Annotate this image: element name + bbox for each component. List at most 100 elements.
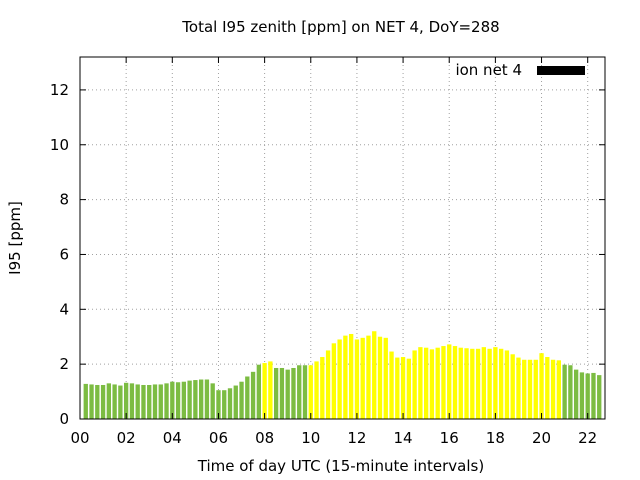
bar	[285, 369, 290, 419]
grid-lines	[80, 57, 605, 419]
bar	[366, 335, 371, 419]
bar	[198, 379, 204, 419]
bar	[129, 383, 135, 419]
bar	[498, 348, 504, 419]
bar	[343, 335, 348, 419]
x-tick-label: 10	[301, 429, 320, 447]
bar	[100, 384, 106, 419]
bar	[539, 353, 544, 419]
bar	[95, 384, 100, 419]
bar	[302, 365, 308, 419]
bar	[481, 347, 487, 419]
chart-title: Total I95 zenith [ppm] on NET 4, DoY=288	[181, 18, 499, 36]
bar	[585, 373, 590, 419]
x-tick-label: 20	[532, 429, 551, 447]
bar	[527, 359, 533, 419]
bar	[331, 343, 337, 419]
bar	[441, 346, 446, 419]
bar	[291, 367, 296, 419]
legend-label: ion net 4	[455, 61, 522, 79]
bar	[106, 383, 112, 419]
bar	[475, 348, 481, 419]
x-tick-labels: 00 02 04 06 08 10 12 14 16 18 20 22	[70, 429, 597, 447]
bar	[233, 385, 238, 419]
bar	[297, 365, 302, 419]
bar	[470, 348, 475, 419]
x-tick-label: 08	[255, 429, 274, 447]
bar	[550, 359, 556, 419]
bar	[556, 360, 562, 419]
bar	[348, 333, 354, 419]
y-tick-label: 8	[59, 191, 69, 209]
bar	[268, 361, 273, 419]
bar	[273, 367, 279, 419]
bar	[510, 354, 515, 419]
y-tick-label: 2	[59, 355, 69, 373]
bar	[447, 344, 452, 419]
bar	[412, 350, 417, 419]
x-tick-label: 18	[486, 429, 505, 447]
bar	[562, 364, 567, 419]
bar	[573, 369, 579, 419]
bar	[389, 351, 394, 419]
bar	[118, 385, 123, 419]
bar	[135, 384, 140, 419]
x-tick-label: 00	[70, 429, 89, 447]
bar	[383, 337, 388, 419]
y-tick-label: 10	[50, 136, 69, 154]
y-tick-label: 12	[50, 81, 69, 99]
bar	[141, 384, 146, 419]
x-tick-label: 06	[209, 429, 228, 447]
x-tick-label: 12	[347, 429, 366, 447]
x-tick-label: 14	[394, 429, 413, 447]
bar	[158, 384, 163, 419]
bar	[504, 350, 510, 419]
bar	[400, 357, 406, 419]
bar	[170, 381, 175, 419]
bar-series	[83, 331, 602, 419]
bar	[487, 348, 492, 419]
bar	[597, 375, 602, 419]
bar	[493, 347, 498, 419]
bar	[112, 384, 117, 419]
bar	[123, 382, 129, 419]
bar	[423, 347, 429, 419]
bar	[175, 382, 181, 419]
bar	[579, 372, 585, 419]
legend: ion net 4	[455, 61, 585, 79]
bar	[435, 347, 440, 419]
bar	[256, 364, 262, 419]
bar	[239, 381, 244, 419]
bar	[464, 348, 469, 419]
bar	[210, 383, 215, 419]
x-axis-label: Time of day UTC (15-minute intervals)	[197, 457, 484, 475]
bar	[181, 381, 187, 419]
x-tick-label: 02	[117, 429, 136, 447]
bar	[452, 346, 458, 419]
bar	[89, 384, 94, 419]
bar	[360, 337, 365, 419]
bar	[516, 357, 521, 419]
bar	[568, 365, 573, 419]
bar	[337, 339, 342, 419]
bar	[354, 339, 360, 419]
bar	[262, 363, 267, 419]
x-tick-label: 16	[440, 429, 459, 447]
bar	[227, 388, 233, 419]
bar	[591, 372, 596, 419]
bar	[308, 365, 313, 419]
bar	[193, 380, 198, 419]
bar	[216, 390, 221, 419]
y-tick-labels: 0 2 4 6 8 10 12	[50, 81, 69, 428]
bar	[314, 361, 319, 419]
bar	[377, 336, 383, 419]
y-tick-label: 6	[59, 245, 69, 263]
y-axis-label: I95 [ppm]	[6, 201, 24, 275]
bar	[429, 349, 435, 419]
bar	[372, 331, 377, 419]
bar	[533, 359, 538, 419]
legend-swatch	[537, 66, 585, 75]
bar	[325, 350, 331, 419]
bar	[187, 380, 192, 419]
